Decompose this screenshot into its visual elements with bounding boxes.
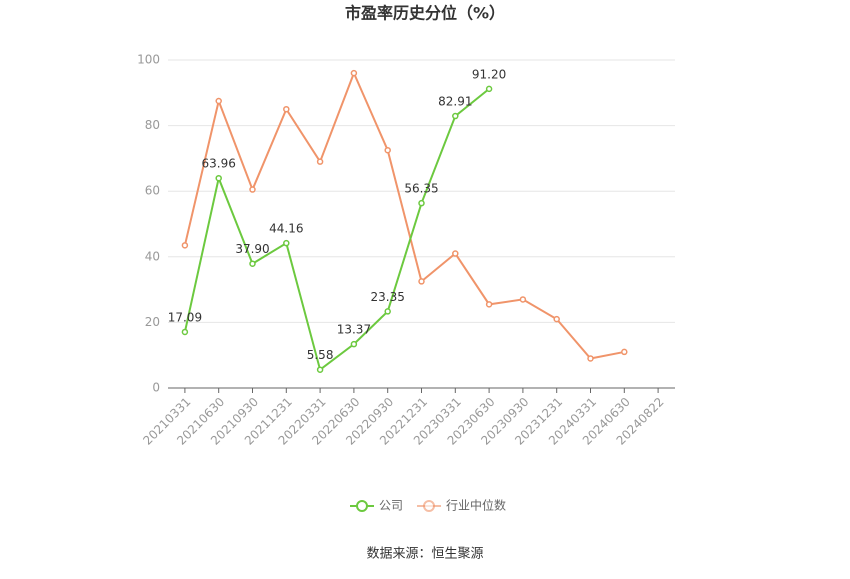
point (418, 199, 425, 207)
point (621, 348, 628, 356)
point (485, 301, 493, 308)
legend-label: 行业中位数 (446, 498, 506, 513)
data-label: 44.16 (269, 222, 303, 236)
data-label: 23.35 (371, 290, 405, 304)
point (215, 97, 222, 105)
chart-title: 市盈率历史分位（%） (345, 4, 505, 23)
point (485, 85, 493, 93)
data-label: 13.37 (337, 323, 371, 337)
data-label: 17.09 (168, 310, 202, 324)
point (215, 174, 222, 182)
point (384, 308, 391, 315)
y-tick-label: 20 (145, 315, 160, 329)
data-label: 91.20 (472, 67, 506, 81)
point (181, 328, 189, 336)
legend-label: 公司 (379, 499, 403, 513)
point (553, 315, 560, 323)
point (350, 340, 358, 348)
y-tick-label: 100 (137, 53, 160, 67)
point (316, 366, 324, 373)
point (283, 105, 290, 113)
data-label: 82.91 (438, 95, 472, 109)
series-line (183, 70, 625, 360)
y-tick-label: 40 (145, 249, 160, 263)
point (452, 250, 459, 257)
data-label: 56.35 (404, 182, 438, 196)
point (350, 69, 358, 77)
point (249, 186, 256, 193)
point (519, 296, 527, 303)
data-label: 63.96 (202, 157, 236, 171)
data-label: 37.90 (235, 242, 269, 256)
point (384, 146, 391, 154)
point (316, 158, 324, 165)
point (181, 242, 189, 249)
y-tick-label: 0 (152, 381, 160, 395)
point (249, 260, 256, 267)
point (587, 355, 594, 362)
data-label: 5.58 (307, 348, 334, 362)
legend-marker (356, 500, 368, 512)
point (283, 239, 290, 247)
y-tick-label: 60 (145, 184, 160, 198)
series-line (183, 88, 490, 372)
point (418, 278, 425, 285)
point (452, 112, 459, 120)
legend-marker (423, 500, 436, 512)
y-tick-label: 80 (145, 118, 160, 132)
source: 数据来源：恒生聚源 (366, 547, 483, 562)
